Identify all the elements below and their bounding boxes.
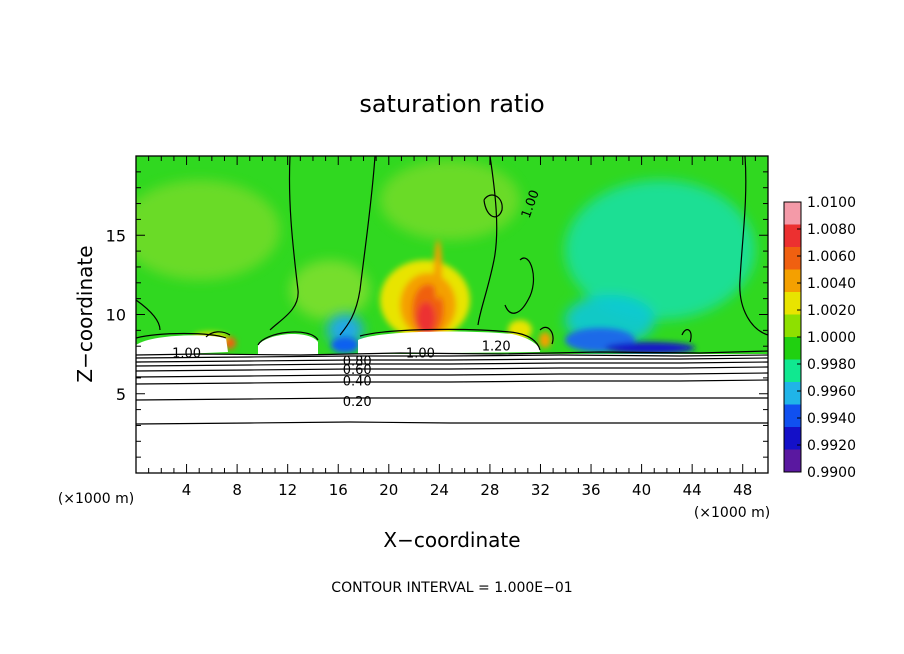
y-axis-unit: (×1000 m) (58, 491, 134, 507)
x-tick-label: 32 (531, 481, 550, 499)
x-axis-label: X−coordinate (383, 528, 520, 552)
contour-interval-note: CONTOUR INTERVAL = 1.000E−01 (331, 580, 572, 596)
colorbar-tick-label: 1.0000 (807, 330, 856, 346)
contour-label: 1.00 (172, 347, 201, 362)
plot-area: 1.00 0.80 0.60 0.40 0.20 1.00 1.20 1.00 (136, 156, 768, 473)
colorbar-swatch (784, 404, 801, 428)
contour-lines (136, 156, 768, 425)
colorbar-tick-label: 0.9900 (807, 465, 856, 481)
colorbar-tick-label: 0.9960 (807, 384, 856, 400)
colorbar-swatch (784, 449, 801, 473)
x-tick-label: 36 (581, 481, 600, 499)
colorbar-swatch (784, 359, 801, 383)
x-tick-label: 20 (379, 481, 398, 499)
colorbar-tick-label: 1.0020 (807, 303, 856, 319)
x-tick-label: 12 (278, 481, 297, 499)
y-tick-label: 15 (106, 226, 126, 245)
x-axis-unit: (×1000 m) (694, 505, 770, 521)
colorbar-tick-label: 1.0100 (807, 195, 856, 211)
x-tick-label: 24 (430, 481, 449, 499)
contour-label: 1.20 (482, 339, 511, 354)
y-tick-label: 5 (116, 385, 126, 404)
heatmap-lower-region (136, 354, 768, 473)
colorbar-tick-label: 0.9920 (807, 438, 856, 454)
colorbar-swatch (784, 337, 801, 360)
contour-label: 1.00 (406, 347, 435, 362)
x-tick-label: 48 (733, 481, 752, 499)
x-tick-label: 16 (329, 481, 348, 499)
colorbar-tick-label: 1.0080 (807, 222, 856, 238)
contour-label: 0.60 (343, 363, 372, 378)
colorbar-swatch (784, 382, 801, 405)
x-tick-label: 4 (182, 481, 192, 499)
x-axis-ticks: 4 8 12 16 20 24 28 32 36 40 44 48 (148, 156, 756, 499)
colorbar: 1.0100 1.0080 1.0060 1.0040 1.0020 1.0000 0.99… (783, 195, 856, 481)
y-axis-label: Z−coordinate (73, 245, 97, 382)
contour-label: 0.40 (343, 374, 372, 389)
colorbar-tick-label: 0.9940 (807, 411, 856, 427)
colorbar-swatch (784, 292, 801, 315)
colorbar-tick-label: 0.9980 (807, 357, 856, 373)
x-tick-label: 44 (683, 481, 702, 499)
colorbar-swatch (784, 269, 801, 293)
x-tick-label: 28 (480, 481, 499, 499)
colorbar-tick-label: 1.0040 (807, 276, 856, 292)
contour-label: 0.20 (343, 395, 372, 410)
colorbar-swatch (784, 314, 801, 338)
x-tick-label: 8 (232, 481, 242, 499)
colorbar-swatch (784, 427, 801, 450)
x-tick-label: 40 (632, 481, 651, 499)
colorbar-tick-label: 1.0060 (807, 249, 856, 265)
colorbar-swatch (784, 224, 801, 248)
y-tick-label: 10 (106, 306, 126, 325)
chart-title: saturation ratio (359, 90, 544, 118)
colorbar-swatch (784, 202, 801, 225)
contour-label: 0.80 (343, 354, 372, 369)
colorbar-swatch (784, 247, 801, 270)
y-axis-ticks: 5 10 15 (106, 171, 768, 458)
